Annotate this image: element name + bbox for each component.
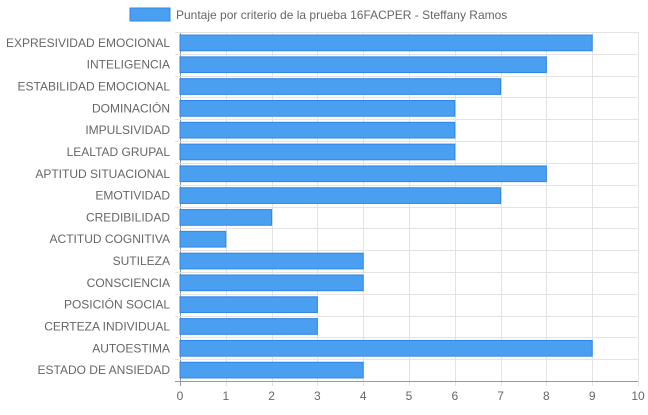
y-axis-label: CONSCIENCIA — [87, 276, 170, 290]
x-axis-tick-label: 4 — [360, 389, 367, 403]
bar — [179, 274, 364, 292]
x-axis-tick-label: 0 — [177, 389, 184, 403]
y-axis-label: ACTITUD COGNITIVA — [50, 232, 170, 246]
x-axis-tick-label: 9 — [589, 389, 596, 403]
y-axis-label: AUTOESTIMA — [92, 341, 170, 355]
y-axis-label: CERTEZA INDIVIDUAL — [44, 319, 170, 333]
y-axis-label: APTITUD SITUACIONAL — [35, 167, 170, 181]
bar — [179, 296, 318, 314]
x-axis-tick-label: 6 — [451, 389, 458, 403]
x-axis-tick-label: 5 — [406, 389, 413, 403]
y-axis-label: EMOTIVIDAD — [95, 189, 170, 203]
y-axis-label: DOMINACIÓN — [92, 100, 170, 115]
legend-label: Puntaje por criterio de la prueba 16FACP… — [176, 8, 507, 22]
y-axis-label: SUTILEZA — [113, 254, 170, 268]
bar — [179, 165, 547, 183]
bar — [179, 78, 502, 95]
y-axis-label: POSICIÓN SOCIAL — [64, 297, 170, 312]
x-axis-tick-label: 7 — [497, 389, 504, 403]
bar — [179, 187, 502, 204]
x-axis-tick-label: 1 — [222, 389, 229, 403]
y-axis-label: ESTADO DE ANSIEDAD — [38, 363, 171, 377]
bar — [179, 252, 364, 270]
y-axis-label: IMPULSIVIDAD — [85, 123, 170, 137]
y-axis-label: INTELIGENCIA — [87, 58, 170, 72]
legend[interactable]: Puntaje por criterio de la prueba 16FACP… — [129, 7, 507, 22]
bars — [179, 34, 593, 379]
x-axis-tick-label: 8 — [543, 389, 550, 403]
y-axis-label: LEALTAD GRUPAL — [67, 145, 171, 159]
bar — [179, 230, 227, 248]
bar — [179, 339, 593, 357]
x-axis-tick-label: 3 — [314, 389, 321, 403]
y-axis-label: ESTABILIDAD EMOCIONAL — [18, 80, 171, 94]
x-axis-tick-label: 2 — [268, 389, 275, 403]
bar — [179, 361, 364, 379]
x-axis-tick-label: 10 — [631, 389, 645, 403]
bar — [179, 34, 593, 52]
bar — [179, 318, 318, 335]
y-axis-labels: EXPRESIVIDAD EMOCIONAL INTELIGENCIA ESTABI… — [6, 36, 170, 377]
bar — [179, 143, 456, 161]
y-axis-label: EXPRESIVIDAD EMOCIONAL — [6, 36, 170, 50]
bar — [179, 99, 456, 117]
legend-swatch — [129, 7, 171, 22]
bar — [179, 121, 456, 139]
bar — [179, 56, 547, 74]
bar — [179, 209, 273, 226]
y-axis-label: CREDIBILIDAD — [86, 210, 170, 224]
x-axis-ticks: 0 1 2 3 4 5 6 7 8 9 10 — [177, 389, 645, 403]
